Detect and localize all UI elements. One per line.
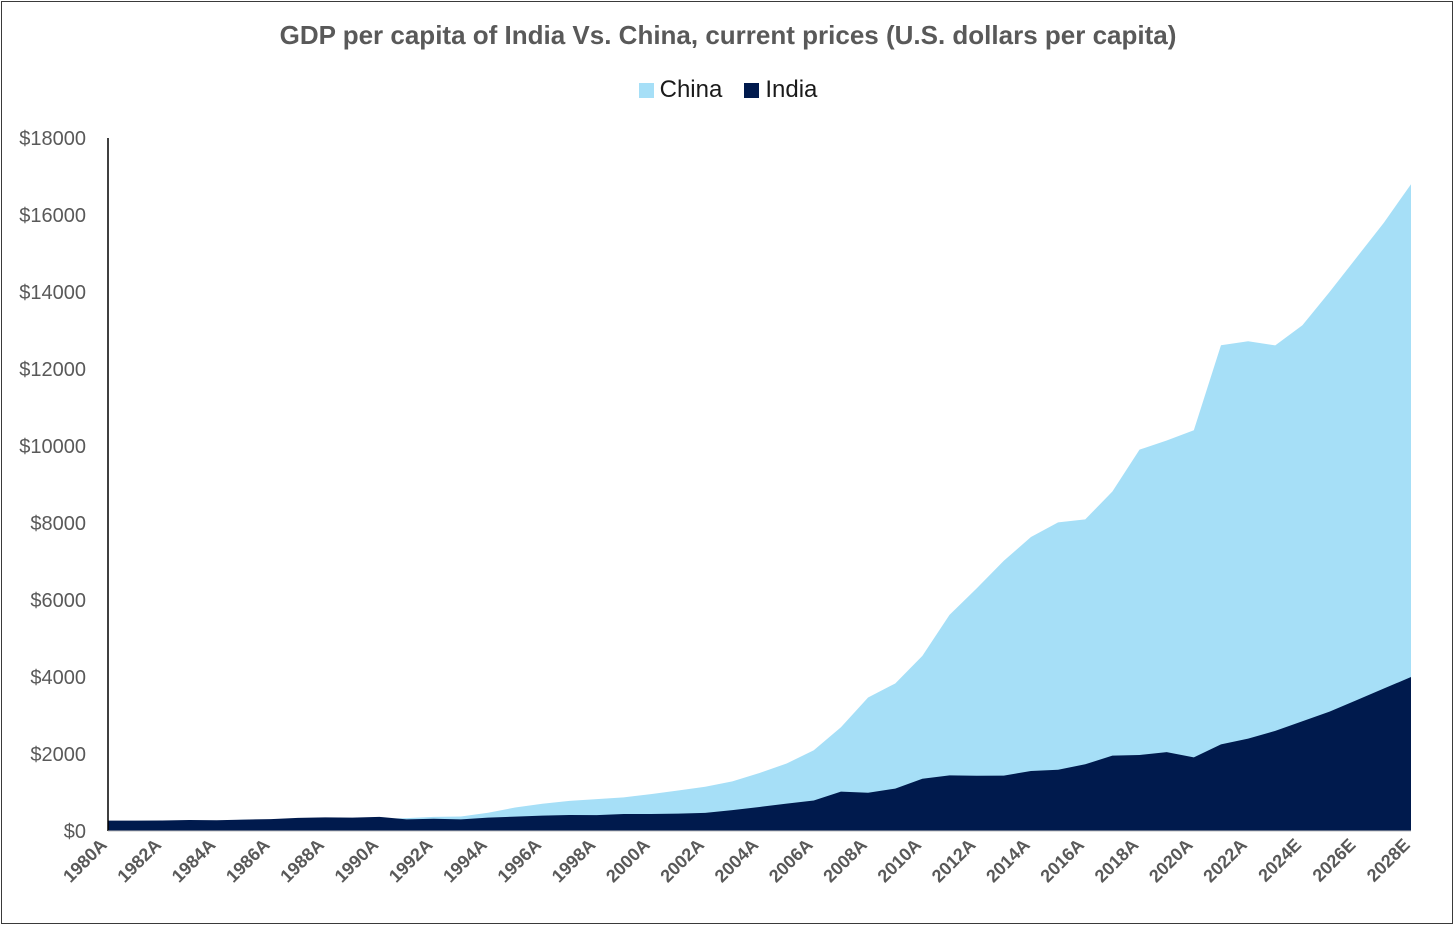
legend-item-india: India (744, 76, 817, 104)
x-tick-label: 1990A (331, 835, 383, 887)
plot-area (108, 184, 1411, 831)
legend-swatch-india (744, 82, 760, 98)
x-tick-label: 1992A (385, 835, 437, 887)
x-tick-label: 2026E (1309, 835, 1360, 886)
y-tick-label: $14000 (19, 282, 86, 304)
legend-item-china: China (638, 76, 723, 104)
y-tick-label: $18000 (19, 128, 86, 150)
x-axis: 1980A 1982A 1984A 1986A 1988A 1990A 1992A 1994A… (59, 830, 1414, 887)
x-tick-label: 2012A (928, 835, 980, 887)
y-tick-label: $6000 (30, 590, 86, 612)
x-tick-label: 2028E (1363, 835, 1414, 886)
x-tick-label: 2008A (819, 835, 871, 887)
y-tick-label: $0 (64, 821, 86, 843)
x-tick-label: 2016A (1036, 835, 1088, 887)
x-tick-label: 2002A (656, 835, 708, 887)
y-tick-label: $12000 (19, 359, 86, 381)
x-tick-label: 1996A (494, 835, 546, 887)
x-tick-label: 1994A (439, 835, 491, 887)
x-tick-label: 2020A (1145, 835, 1197, 887)
chart-title: GDP per capita of India Vs. China, curre… (279, 20, 1177, 50)
legend-label-china: China (659, 76, 723, 103)
x-tick-label: 2010A (874, 835, 926, 887)
y-tick-label: $16000 (19, 205, 86, 227)
x-tick-label: 1998A (548, 835, 600, 887)
y-tick-label: $4000 (30, 667, 86, 689)
x-tick-label: 1986A (222, 835, 274, 887)
legend-swatch-china (638, 82, 654, 98)
x-tick-label: 2006A (765, 835, 817, 887)
chart-legend: China India (0, 76, 1456, 104)
y-axis: $0 $2000 $4000 $6000 $8000 $10000 $12000 $14000… (19, 128, 109, 843)
y-tick-label: $10000 (19, 436, 86, 458)
series-area-china (108, 184, 1411, 831)
series-area-india (108, 677, 1411, 831)
x-tick-label: 2018A (1091, 835, 1143, 887)
x-tick-label: 1984A (168, 835, 220, 887)
x-tick-label: 1988A (276, 835, 328, 887)
x-tick-label: 2004A (711, 835, 763, 887)
x-tick-label: 2014A (982, 835, 1034, 887)
x-tick-label: 1982A (113, 835, 165, 887)
x-tick-label: 2024E (1254, 835, 1305, 886)
y-tick-label: $8000 (30, 513, 86, 535)
legend-label-india: India (765, 76, 818, 103)
x-tick-label: 2000A (602, 835, 654, 887)
y-tick-label: $2000 (30, 744, 86, 766)
x-tick-label: 2022A (1199, 835, 1251, 887)
